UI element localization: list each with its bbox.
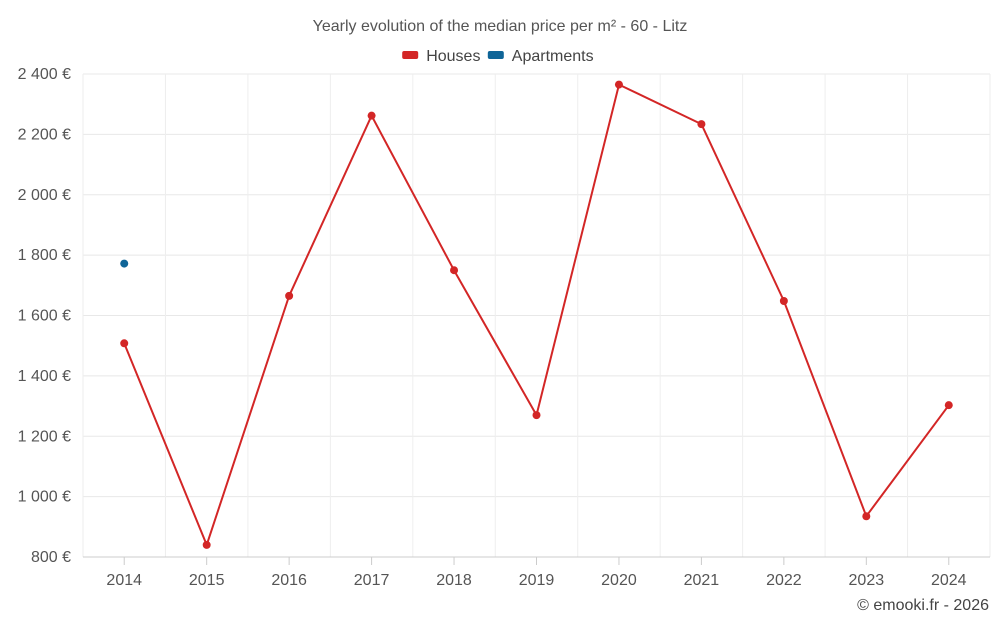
legend-label-houses: Houses — [426, 48, 480, 65]
apartments-point — [120, 259, 129, 268]
legend-label-apartments: Apartments — [512, 48, 594, 65]
y-tick-label: 1 800 € — [18, 247, 71, 264]
y-tick-label: 1 400 € — [18, 368, 71, 385]
x-axis-ticks: 2014 2015 2016 2017 2018 2019 2020 2021 2022 2023… — [106, 557, 967, 589]
houses-point — [202, 540, 211, 549]
legend: Houses Apartments — [402, 48, 594, 65]
grid — [82, 73, 991, 557]
y-tick-label: 1 600 € — [18, 308, 71, 325]
y-tick-label: 2 400 € — [18, 66, 71, 83]
houses-point — [697, 120, 706, 129]
houses-point — [532, 411, 541, 420]
x-tick-label: 2019 — [519, 572, 555, 589]
x-tick-label: 2022 — [766, 572, 802, 589]
x-tick-label: 2018 — [436, 572, 472, 589]
y-tick-label: 800 € — [31, 549, 71, 566]
houses-point — [120, 339, 129, 348]
x-tick-label: 2021 — [684, 572, 720, 589]
x-tick-label: 2014 — [106, 572, 142, 589]
y-tick-label: 1 000 € — [18, 489, 71, 506]
legend-swatch-houses — [402, 51, 419, 59]
credit-text: © emooki.fr - 2026 — [857, 597, 989, 614]
houses-point — [614, 80, 623, 89]
x-tick-label: 2015 — [189, 572, 225, 589]
x-tick-label: 2016 — [271, 572, 307, 589]
houses-point — [779, 297, 788, 306]
chart-title: Yearly evolution of the median price per… — [313, 18, 688, 35]
y-tick-label: 2 000 € — [18, 187, 71, 204]
y-axis-ticks: 800 € 1 000 € 1 200 € 1 400 € 1 600 € 1 800 €… — [18, 66, 71, 566]
x-tick-label: 2017 — [354, 572, 390, 589]
houses-point — [862, 512, 871, 521]
houses-point — [944, 401, 953, 410]
x-tick-label: 2020 — [601, 572, 637, 589]
y-tick-label: 2 200 € — [18, 126, 71, 143]
y-tick-label: 1 200 € — [18, 428, 71, 445]
x-tick-label: 2023 — [849, 572, 885, 589]
houses-point — [450, 266, 459, 275]
houses-point — [285, 291, 294, 300]
legend-swatch-apartments — [487, 51, 504, 59]
houses-point — [367, 111, 376, 120]
x-tick-label: 2024 — [931, 572, 967, 589]
series-layer — [120, 80, 953, 549]
